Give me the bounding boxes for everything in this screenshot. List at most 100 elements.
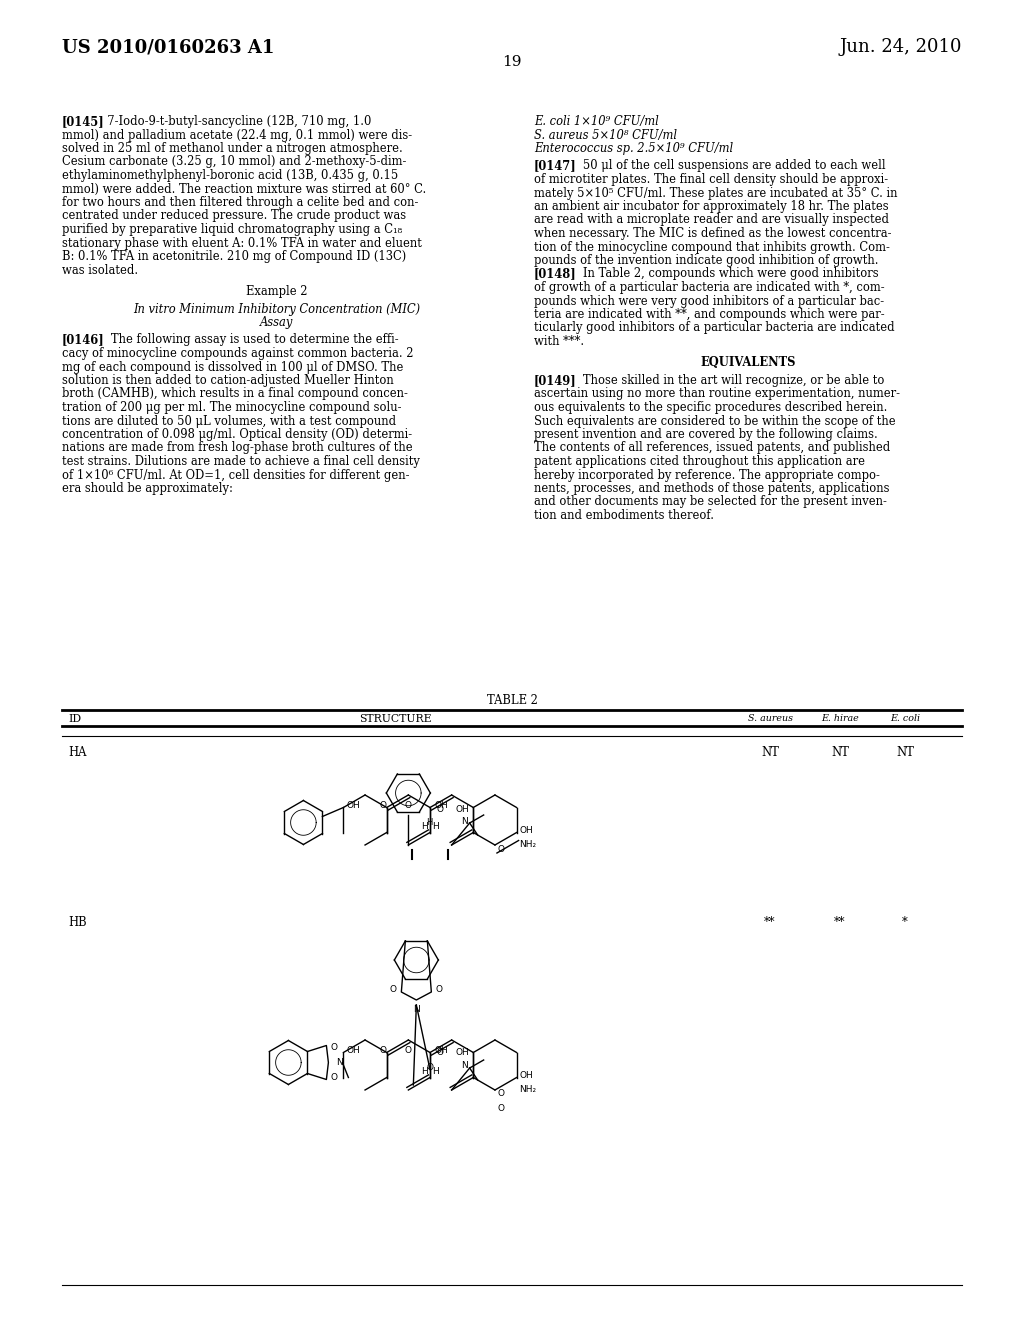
Text: patent applications cited throughout this application are: patent applications cited throughout thi… <box>534 455 865 469</box>
Text: US 2010/0160263 A1: US 2010/0160263 A1 <box>62 38 274 55</box>
Text: O: O <box>427 1063 433 1072</box>
Text: hereby incorporated by reference. The appropriate compo-: hereby incorporated by reference. The ap… <box>534 469 880 482</box>
Text: nents, processes, and methods of those patents, applications: nents, processes, and methods of those p… <box>534 482 890 495</box>
Text: nations are made from fresh log-phase broth cultures of the: nations are made from fresh log-phase br… <box>62 441 413 454</box>
Text: H: H <box>432 1067 438 1076</box>
Text: O: O <box>437 1048 444 1057</box>
Text: H: H <box>432 822 438 832</box>
Text: 19: 19 <box>502 55 522 69</box>
Text: EQUIVALENTS: EQUIVALENTS <box>700 356 796 370</box>
Text: **: ** <box>764 916 776 929</box>
Text: OH: OH <box>435 801 449 810</box>
Text: of growth of a particular bacteria are indicated with *, com-: of growth of a particular bacteria are i… <box>534 281 885 294</box>
Text: OH: OH <box>456 805 469 814</box>
Text: **: ** <box>835 916 846 929</box>
Text: N: N <box>337 1059 343 1067</box>
Text: NH₂: NH₂ <box>519 1085 537 1094</box>
Text: The contents of all references, issued patents, and published: The contents of all references, issued p… <box>534 441 890 454</box>
Text: O: O <box>437 805 444 814</box>
Text: O: O <box>380 1045 386 1055</box>
Text: N: N <box>413 1005 420 1014</box>
Text: O: O <box>390 986 397 994</box>
Text: NH₂: NH₂ <box>519 840 537 849</box>
Text: N: N <box>461 1061 468 1071</box>
Text: OH: OH <box>456 1048 469 1057</box>
Text: cacy of minocycline compounds against common bacteria. 2: cacy of minocycline compounds against co… <box>62 347 414 360</box>
Text: ous equivalents to the specific procedures described herein.: ous equivalents to the specific procedur… <box>534 401 888 414</box>
Text: The following assay is used to determine the effi-: The following assay is used to determine… <box>100 334 398 346</box>
Text: Such equivalents are considered to be within the scope of the: Such equivalents are considered to be wi… <box>534 414 896 428</box>
Text: ticularly good inhibitors of a particular bacteria are indicated: ticularly good inhibitors of a particula… <box>534 322 895 334</box>
Text: OH: OH <box>519 1071 534 1080</box>
Text: HA: HA <box>68 746 86 759</box>
Text: OH: OH <box>519 826 534 836</box>
Text: O: O <box>380 801 386 810</box>
Text: mmol) were added. The reaction mixture was stirred at 60° C.: mmol) were added. The reaction mixture w… <box>62 182 426 195</box>
Text: test strains. Dilutions are made to achieve a final cell density: test strains. Dilutions are made to achi… <box>62 455 420 469</box>
Text: Example 2: Example 2 <box>246 285 308 298</box>
Text: O: O <box>498 845 505 854</box>
Text: mg of each compound is dissolved in 100 μl of DMSO. The: mg of each compound is dissolved in 100 … <box>62 360 403 374</box>
Text: Enterococcus sp. 2.5×10⁹ CFU/ml: Enterococcus sp. 2.5×10⁹ CFU/ml <box>534 143 733 154</box>
Text: O: O <box>498 1089 505 1098</box>
Text: Cesium carbonate (3.25 g, 10 mmol) and 2-methoxy-5-dim-: Cesium carbonate (3.25 g, 10 mmol) and 2… <box>62 156 407 169</box>
Text: S. aureus: S. aureus <box>748 714 793 723</box>
Text: mmol) and palladium acetate (22.4 mg, 0.1 mmol) were dis-: mmol) and palladium acetate (22.4 mg, 0.… <box>62 128 412 141</box>
Text: O: O <box>404 1045 412 1055</box>
Text: stationary phase with eluent A: 0.1% TFA in water and eluent: stationary phase with eluent A: 0.1% TFA… <box>62 236 422 249</box>
Text: for two hours and then filtered through a celite bed and con-: for two hours and then filtered through … <box>62 195 419 209</box>
Text: OH: OH <box>346 1045 360 1055</box>
Text: OH: OH <box>346 801 360 810</box>
Text: O: O <box>331 1043 337 1052</box>
Text: pounds of the invention indicate good inhibition of growth.: pounds of the invention indicate good in… <box>534 253 879 267</box>
Text: S. aureus 5×10⁸ CFU/ml: S. aureus 5×10⁸ CFU/ml <box>534 128 677 141</box>
Text: O: O <box>331 1073 337 1082</box>
Text: when necessary. The MIC is defined as the lowest concentra-: when necessary. The MIC is defined as th… <box>534 227 892 240</box>
Text: Those skilled in the art will recognize, or be able to: Those skilled in the art will recognize,… <box>572 374 885 387</box>
Text: centrated under reduced pressure. The crude product was: centrated under reduced pressure. The cr… <box>62 210 407 223</box>
Text: tion and embodiments thereof.: tion and embodiments thereof. <box>534 510 714 521</box>
Text: [0146]: [0146] <box>62 334 104 346</box>
Text: 7-Iodo-9-t-butyl-sancycline (12B, 710 mg, 1.0: 7-Iodo-9-t-butyl-sancycline (12B, 710 mg… <box>100 115 372 128</box>
Text: ID: ID <box>68 714 81 723</box>
Text: TABLE 2: TABLE 2 <box>486 694 538 708</box>
Text: Assay: Assay <box>260 315 294 329</box>
Text: NT: NT <box>761 746 779 759</box>
Text: E. coli 1×10⁹ CFU/ml: E. coli 1×10⁹ CFU/ml <box>534 115 658 128</box>
Text: NT: NT <box>896 746 914 759</box>
Text: are read with a microplate reader and are visually inspected: are read with a microplate reader and ar… <box>534 214 889 227</box>
Text: NT: NT <box>831 746 849 759</box>
Text: [0148]: [0148] <box>534 268 577 281</box>
Text: solution is then added to cation-adjusted Mueller Hinton: solution is then added to cation-adjuste… <box>62 374 394 387</box>
Text: [0147]: [0147] <box>534 160 577 173</box>
Text: concentration of 0.098 μg/ml. Optical density (OD) determi-: concentration of 0.098 μg/ml. Optical de… <box>62 428 412 441</box>
Text: was isolated.: was isolated. <box>62 264 138 276</box>
Text: *: * <box>902 916 908 929</box>
Text: H: H <box>426 818 432 828</box>
Text: with ***.: with ***. <box>534 335 584 348</box>
Text: present invention and are covered by the following claims.: present invention and are covered by the… <box>534 428 878 441</box>
Text: In vitro Minimum Inhibitory Concentration (MIC): In vitro Minimum Inhibitory Concentratio… <box>133 302 421 315</box>
Text: [0149]: [0149] <box>534 374 577 387</box>
Text: E. coli: E. coli <box>890 714 920 723</box>
Text: broth (CAMHB), which results in a final compound concen-: broth (CAMHB), which results in a final … <box>62 388 408 400</box>
Text: tration of 200 μg per ml. The minocycline compound solu-: tration of 200 μg per ml. The minocyclin… <box>62 401 401 414</box>
Text: H: H <box>421 1067 428 1076</box>
Text: OH: OH <box>435 1045 449 1055</box>
Text: ascertain using no more than routine experimentation, numer-: ascertain using no more than routine exp… <box>534 388 900 400</box>
Text: O: O <box>498 1104 505 1113</box>
Text: O: O <box>404 801 412 810</box>
Text: [0145]: [0145] <box>62 115 104 128</box>
Text: and other documents may be selected for the present inven-: and other documents may be selected for … <box>534 495 887 508</box>
Text: mately 5×10⁵ CFU/ml. These plates are incubated at 35° C. in: mately 5×10⁵ CFU/ml. These plates are in… <box>534 186 897 199</box>
Text: era should be approximately:: era should be approximately: <box>62 482 232 495</box>
Text: of 1×10⁶ CFU/ml. At OD=1, cell densities for different gen-: of 1×10⁶ CFU/ml. At OD=1, cell densities… <box>62 469 410 482</box>
Text: STRUCTURE: STRUCTURE <box>358 714 431 723</box>
Text: ethylaminomethylphenyl-boronic acid (13B, 0.435 g, 0.15: ethylaminomethylphenyl-boronic acid (13B… <box>62 169 398 182</box>
Text: N: N <box>461 817 468 825</box>
Text: teria are indicated with **, and compounds which were par-: teria are indicated with **, and compoun… <box>534 308 885 321</box>
Text: tions are diluted to 50 μL volumes, with a test compound: tions are diluted to 50 μL volumes, with… <box>62 414 396 428</box>
Text: In Table 2, compounds which were good inhibitors: In Table 2, compounds which were good in… <box>572 268 879 281</box>
Text: Jun. 24, 2010: Jun. 24, 2010 <box>840 38 962 55</box>
Text: HB: HB <box>68 916 87 929</box>
